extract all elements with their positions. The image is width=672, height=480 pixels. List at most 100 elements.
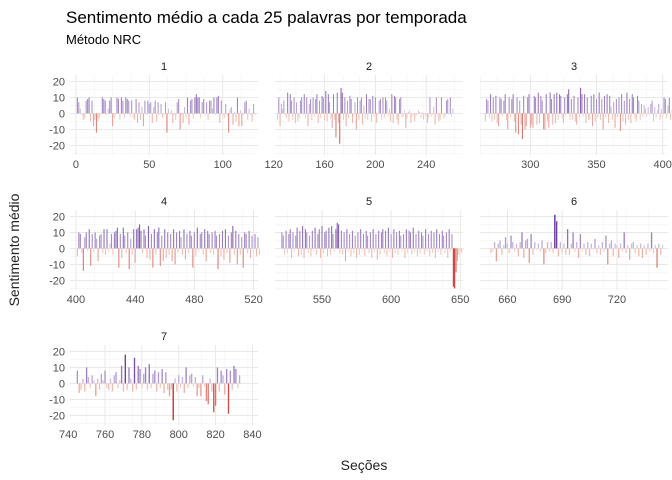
data-bar — [209, 378, 211, 384]
data-bar — [650, 103, 652, 114]
data-bar — [569, 113, 571, 120]
data-bar — [211, 108, 213, 114]
y-tick-label: -20 — [49, 140, 65, 152]
data-bar — [607, 248, 609, 265]
data-bar — [120, 365, 123, 384]
data-bar — [442, 113, 444, 115]
data-bar — [436, 229, 438, 249]
data-bar — [360, 97, 362, 114]
data-bar — [207, 113, 209, 120]
x-tick-label: 820 — [206, 429, 224, 441]
data-bar — [533, 95, 535, 114]
data-bar — [136, 229, 138, 249]
data-bar — [157, 372, 160, 384]
data-bar — [362, 234, 364, 249]
data-bar — [637, 95, 639, 114]
data-bar — [426, 113, 428, 123]
data-bar — [216, 235, 218, 249]
data-bar — [603, 95, 605, 114]
data-bar — [87, 377, 90, 384]
data-bar — [557, 113, 559, 120]
data-bar — [84, 113, 86, 119]
data-bar — [307, 248, 309, 254]
data-bar — [94, 113, 96, 120]
data-bar — [493, 242, 496, 249]
data-bar — [632, 242, 634, 249]
data-bar — [194, 377, 196, 384]
data-bar — [354, 102, 356, 114]
data-bar — [598, 92, 600, 114]
data-bar — [109, 378, 112, 384]
data-bar — [509, 113, 511, 119]
data-bar — [302, 113, 304, 115]
data-bar — [397, 248, 399, 255]
data-bar — [130, 238, 132, 249]
data-bar — [641, 248, 644, 258]
data-bar — [184, 107, 186, 114]
x-tick-label: 520 — [244, 294, 262, 306]
data-bar — [76, 370, 79, 384]
data-bar — [165, 248, 167, 258]
data-bar — [235, 369, 237, 384]
data-bar — [374, 248, 376, 252]
data-bar — [339, 113, 341, 144]
data-bar — [160, 103, 162, 114]
data-bar — [596, 248, 598, 254]
data-bar — [498, 113, 500, 127]
data-bar — [109, 100, 111, 114]
data-bar — [102, 380, 104, 384]
data-bar — [299, 100, 301, 114]
data-bar — [519, 242, 521, 249]
data-bar — [85, 367, 88, 384]
data-bar — [235, 230, 237, 249]
data-bar — [163, 383, 165, 393]
data-bar — [378, 100, 380, 114]
data-bar — [135, 99, 137, 114]
data-bar — [415, 234, 417, 249]
data-bar — [335, 113, 337, 138]
y-tick-label: -10 — [49, 394, 65, 406]
data-bar — [90, 113, 92, 122]
data-bar — [451, 234, 453, 249]
data-bar — [667, 105, 669, 114]
data-bar — [415, 113, 417, 117]
data-bar — [499, 97, 501, 114]
data-bar — [634, 248, 636, 254]
data-bar — [511, 99, 513, 114]
data-bar — [495, 248, 498, 262]
data-bar — [393, 95, 395, 114]
data-bar — [490, 248, 492, 254]
data-bar — [619, 243, 622, 249]
data-bar — [123, 113, 125, 119]
data-bar — [95, 113, 97, 133]
data-bar — [238, 113, 240, 127]
data-bar — [103, 99, 105, 114]
data-bar — [556, 221, 558, 249]
data-bar — [600, 113, 601, 120]
data-bar — [95, 383, 97, 397]
data-bar — [513, 113, 515, 122]
data-bar — [544, 113, 546, 130]
data-bar — [618, 248, 620, 258]
data-bar — [125, 97, 127, 114]
data-bar — [455, 248, 457, 273]
data-bar — [582, 113, 584, 117]
data-bar — [405, 113, 407, 128]
data-bar — [313, 113, 315, 117]
data-bar — [165, 372, 167, 384]
data-bar — [506, 243, 509, 249]
data-bar — [78, 383, 80, 393]
data-bar — [439, 113, 441, 120]
data-bar — [224, 229, 226, 249]
data-bar — [340, 87, 342, 114]
data-bar — [293, 97, 295, 114]
data-bar — [437, 113, 439, 115]
data-bar — [336, 222, 338, 249]
x-tick-label: 50 — [143, 159, 155, 171]
data-bar — [126, 99, 128, 114]
data-bar — [117, 383, 119, 389]
data-bar — [137, 365, 139, 384]
data-bar — [440, 248, 442, 255]
data-bar — [79, 108, 81, 114]
data-bar — [133, 357, 136, 384]
